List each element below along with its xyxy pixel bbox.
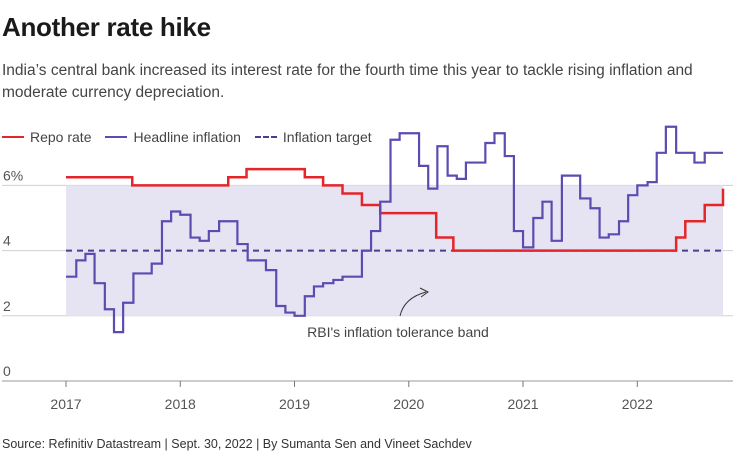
legend-item-repo: Repo rate <box>2 129 91 145</box>
x-tick-label: 2022 <box>622 396 653 412</box>
legend: Repo rate Headline inflation Inflation t… <box>2 129 386 145</box>
y-tick-label: 0 <box>3 363 11 379</box>
annotation-arrow <box>399 291 427 317</box>
x-tick-label: 2019 <box>279 396 310 412</box>
x-tick-label: 2021 <box>507 396 538 412</box>
annotation-band-label: RBI's inflation tolerance band <box>307 324 489 340</box>
series-line-headline-inflation <box>66 125 723 334</box>
x-tick-label: 2017 <box>50 396 81 412</box>
y-tick-label: 2 <box>3 298 11 314</box>
y-axis-ticks: 0 2 4 6% <box>3 167 23 379</box>
legend-swatch-repo <box>2 136 24 138</box>
legend-swatch-inflation <box>105 136 128 138</box>
chart-subtitle: India’s central bank increased its inter… <box>2 62 693 101</box>
series-line-repo-rate <box>66 167 725 252</box>
legend-item-inflation: Headline inflation <box>105 129 241 145</box>
x-axis-ticks: 2017 2018 2019 2020 2021 2022 <box>50 381 653 412</box>
legend-label-inflation: Headline inflation <box>133 129 241 145</box>
legend-swatch-target <box>254 136 277 138</box>
legend-label-target: Inflation target <box>282 129 372 145</box>
x-tick-label: 2018 <box>165 396 196 412</box>
annotation-arrowhead <box>419 287 429 298</box>
source-note: Source: Refinitiv Datastream | Sept. 30,… <box>2 437 472 451</box>
legend-item-target: Inflation target <box>254 129 372 145</box>
legend-label-repo: Repo rate <box>30 129 92 145</box>
y-tick-label: 4 <box>3 233 11 249</box>
y-tick-label: 6% <box>3 167 23 183</box>
chart-title: Another rate hike <box>2 12 211 42</box>
x-tick-label: 2020 <box>393 396 424 412</box>
